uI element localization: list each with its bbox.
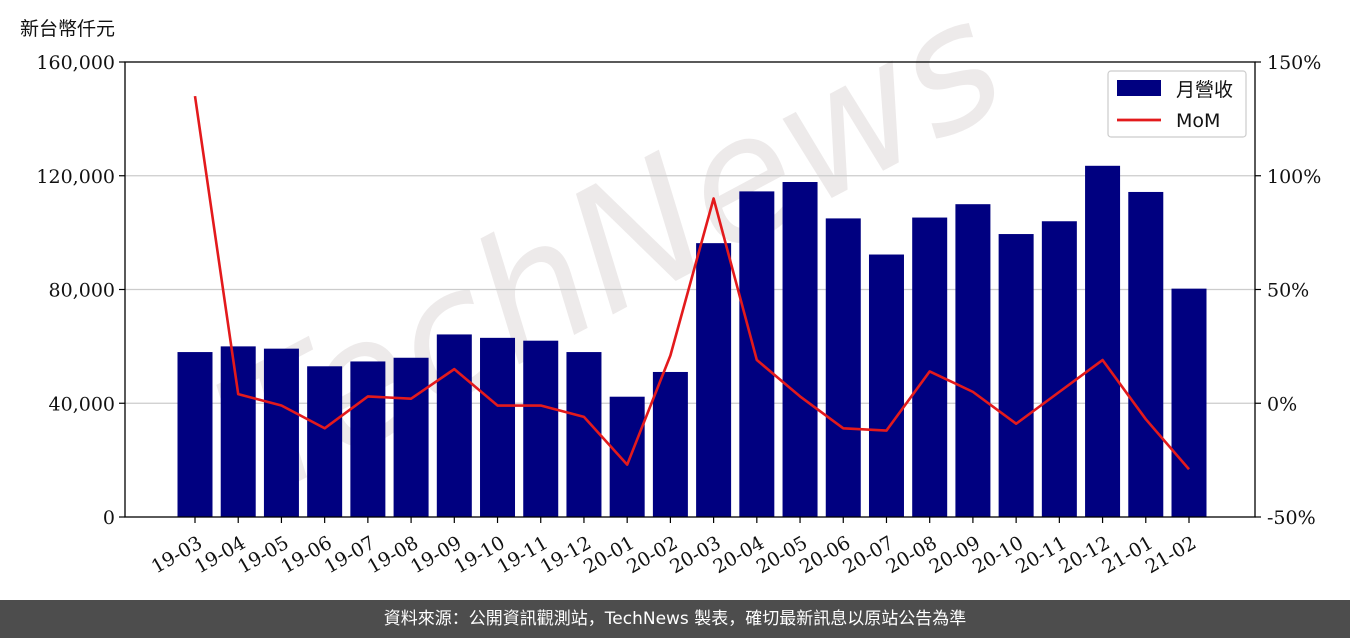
bar-19-08: [393, 357, 429, 517]
bar-20-04: [739, 191, 775, 517]
legend-label-revenue: 月營收: [1176, 79, 1233, 101]
right-tick-label: -50%: [1267, 507, 1316, 529]
bar-20-01: [609, 396, 645, 517]
left-tick-label: 160,000: [36, 52, 115, 74]
bar-19-11: [523, 340, 559, 517]
bar-19-10: [480, 337, 516, 517]
bar-series: [177, 165, 1207, 517]
bar-19-07: [350, 361, 386, 517]
x-tick-label: 21-02: [1142, 532, 1200, 578]
bar-21-01: [1128, 191, 1164, 517]
left-tick-label: 80,000: [49, 280, 115, 302]
left-tick-label: 120,000: [36, 166, 115, 188]
bar-20-02: [652, 371, 688, 517]
left-tick-label: 40,000: [49, 393, 115, 415]
y-axis-unit-label: 新台幣仟元: [20, 18, 116, 40]
revenue-chart: TechNews 040,00080,000120,000160,000-50%…: [36, 0, 1321, 578]
mom-line-series: [193, 95, 1190, 471]
bar-19-09: [436, 334, 472, 517]
left-tick-label: 0: [103, 507, 115, 529]
bar-21-02: [1171, 288, 1207, 517]
bar-20-09: [955, 204, 991, 517]
bar-20-11: [1041, 221, 1077, 517]
bar-19-06: [307, 366, 343, 517]
bar-19-05: [263, 348, 299, 517]
legend: 月營收 MoM: [1107, 70, 1247, 138]
bar-20-06: [825, 218, 861, 517]
bar-19-12: [566, 352, 602, 517]
bar-20-03: [696, 243, 732, 517]
bar-20-05: [782, 182, 818, 517]
bar-20-08: [912, 217, 948, 517]
legend-swatch-bar: [1117, 80, 1161, 96]
bar-20-07: [868, 254, 904, 517]
source-footer: 資料來源：公開資訊觀測站，TechNews 製表，確切最新訊息以原站公告為準: [0, 600, 1350, 638]
bar-20-10: [998, 234, 1034, 517]
bar-20-12: [1085, 165, 1121, 517]
bar-19-04: [220, 346, 256, 517]
right-tick-label: 50%: [1267, 280, 1309, 302]
right-tick-label: 100%: [1267, 166, 1321, 188]
right-tick-label: 150%: [1267, 52, 1321, 74]
right-tick-label: 0%: [1267, 393, 1297, 415]
legend-label-mom: MoM: [1176, 110, 1220, 132]
mom-line: [193, 95, 1190, 471]
bar-19-03: [177, 352, 213, 517]
